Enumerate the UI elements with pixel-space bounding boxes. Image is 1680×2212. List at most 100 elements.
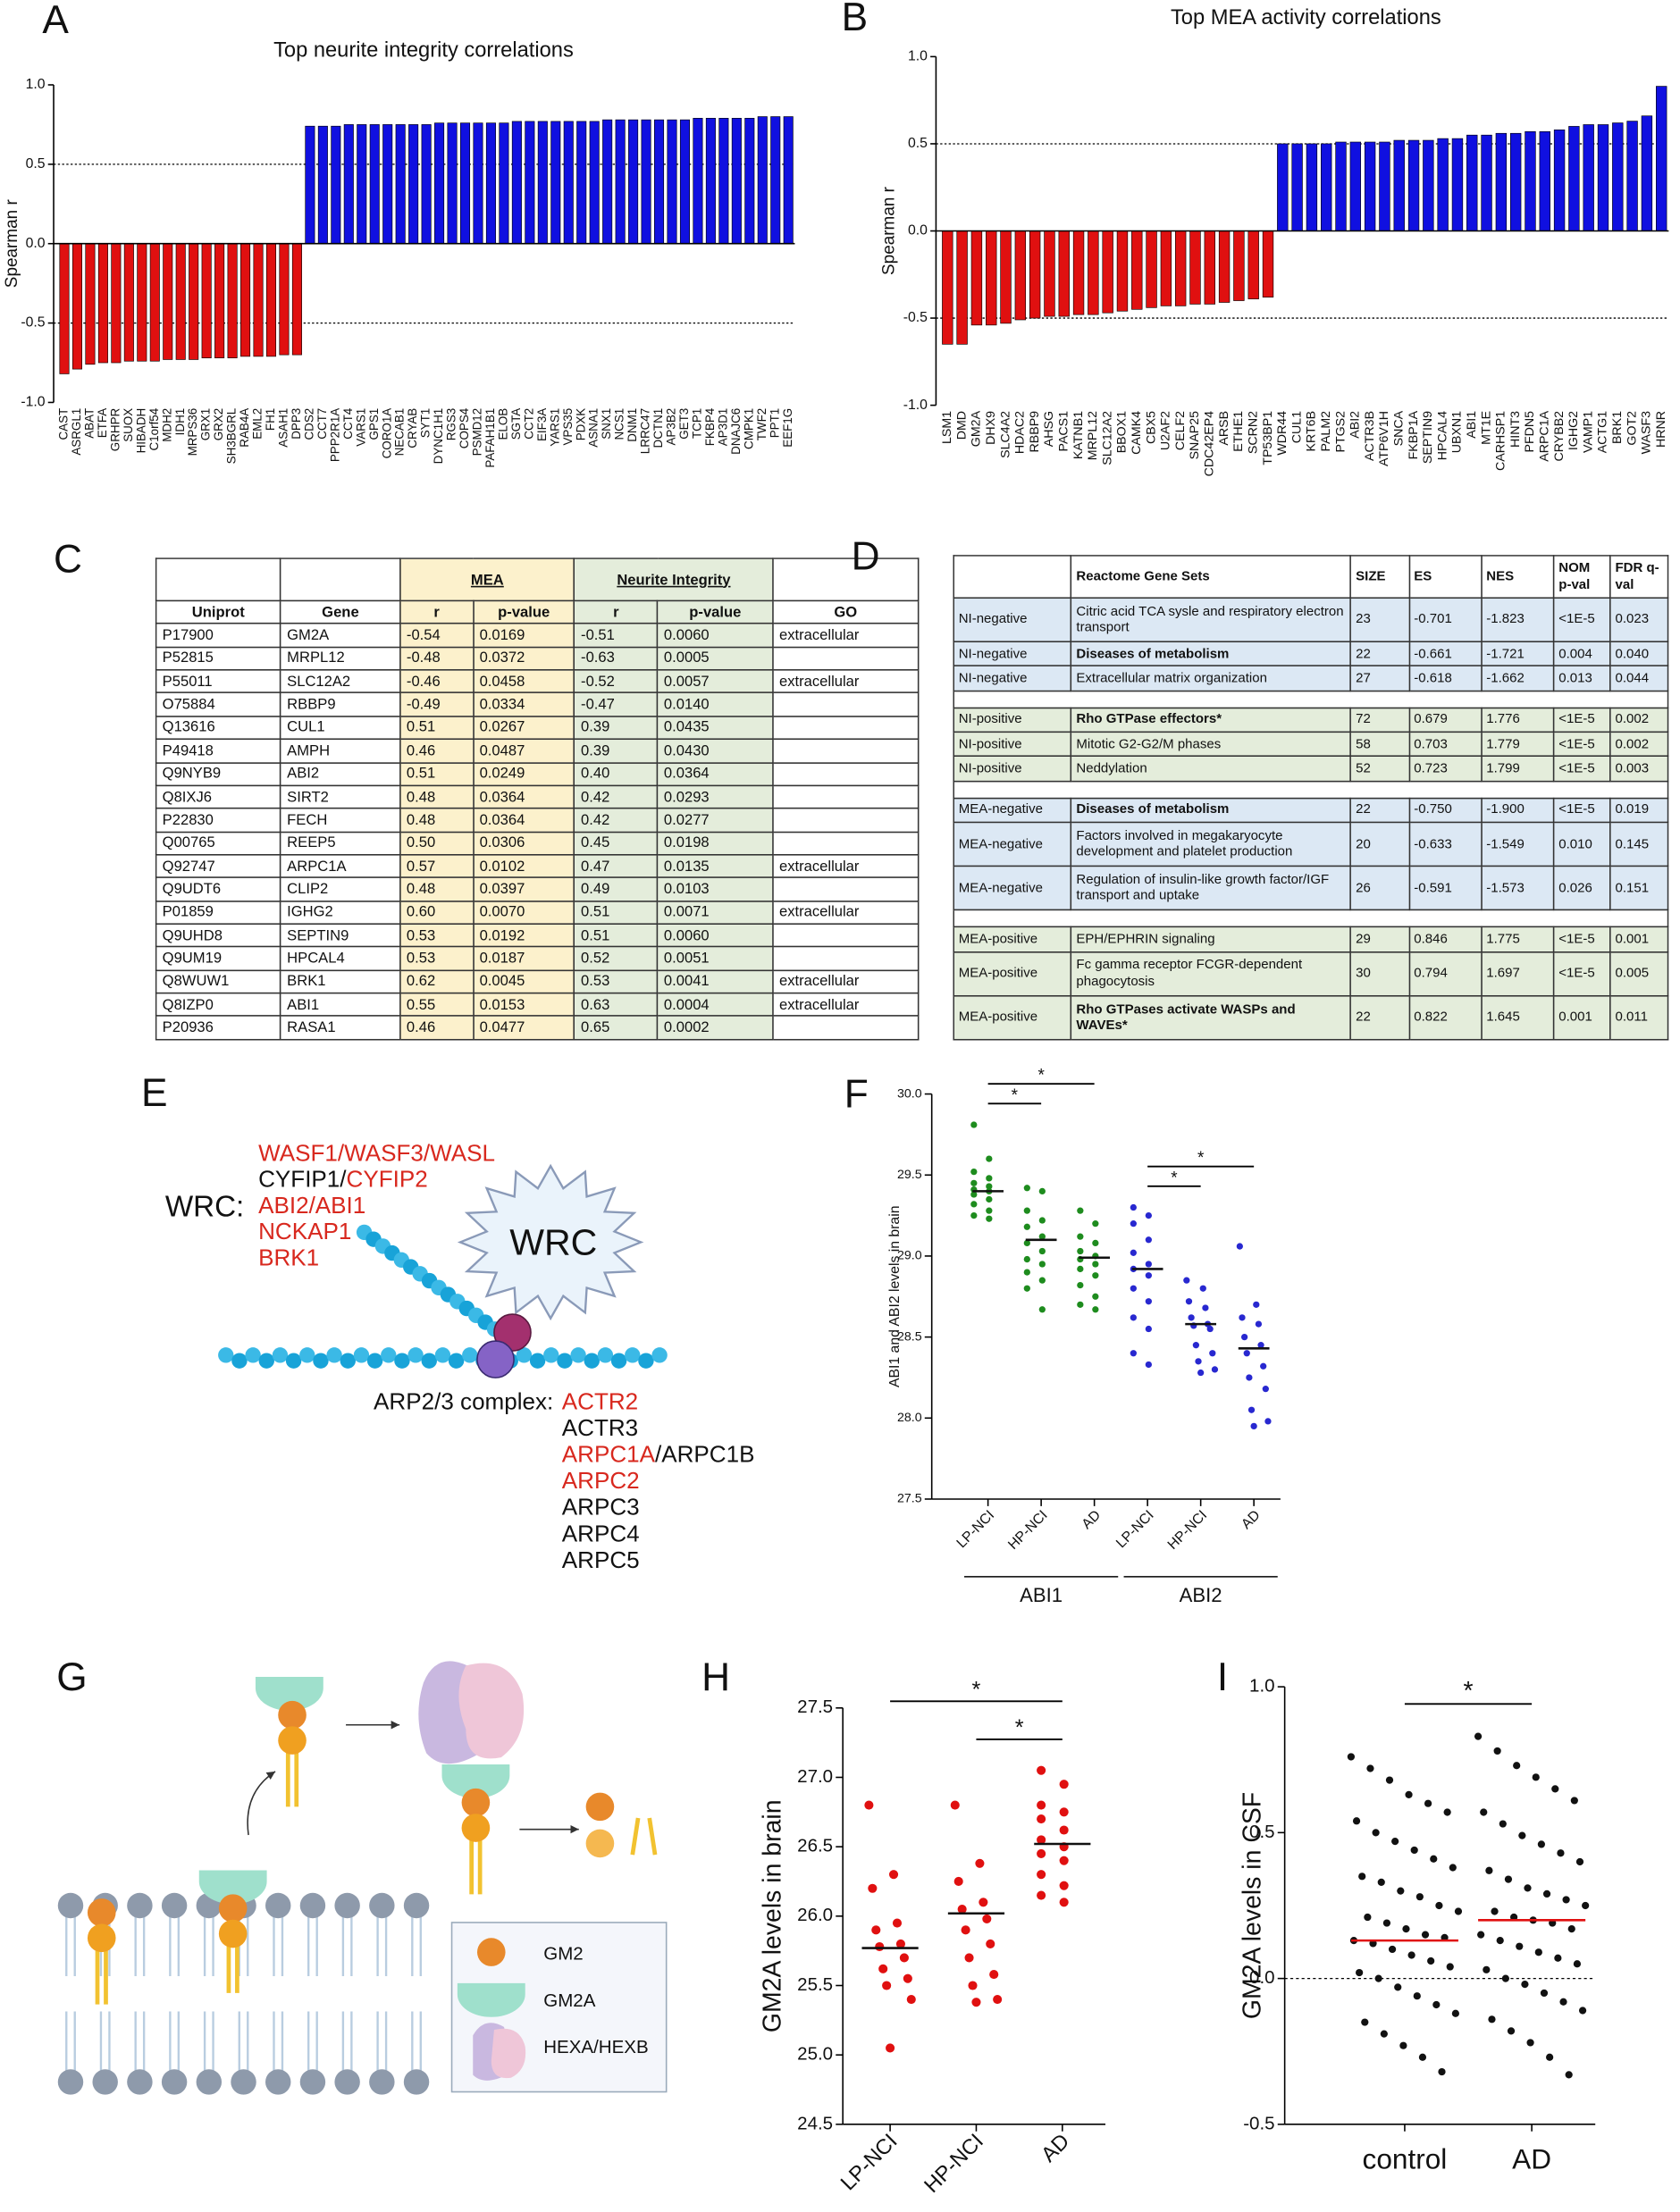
bar — [731, 117, 742, 245]
lipid-head — [403, 2069, 430, 2095]
table-cell: SLC12A2 — [280, 669, 401, 694]
x-tick-label: LRRC47 — [639, 408, 652, 454]
data-point — [1559, 1998, 1567, 2006]
x-tick-label: SEPTIN9 — [1421, 411, 1435, 464]
y-tick-label: 0.5 — [1249, 1822, 1275, 1842]
data-point — [1038, 1261, 1046, 1268]
table-cell: 0.0060 — [657, 623, 774, 648]
spacer-row — [953, 909, 1669, 928]
table-row: Q9NYB9 ABI2 0.51 0.0249 0.40 0.0364 — [155, 761, 920, 786]
table-cell: GM2A — [280, 623, 401, 648]
actin-subunit — [651, 1347, 668, 1363]
y-tick-label: 28.5 — [897, 1329, 922, 1344]
x-tick-label: ASAH1 — [277, 408, 290, 448]
table-cell: 0.62 — [399, 969, 475, 994]
data-point — [1366, 1764, 1374, 1772]
data-point — [1451, 2009, 1459, 2017]
x-tick-label: EML2 — [251, 408, 265, 440]
table-cell: 0.0071 — [657, 900, 774, 926]
actin-subunit — [231, 1353, 248, 1369]
table-cell: -1.721 — [1480, 641, 1555, 667]
bar — [1160, 230, 1172, 306]
x-tick-label: KRT6B — [1305, 411, 1319, 452]
table-row: Q9UHD8 SEPTIN9 0.53 0.0192 0.51 0.0060 — [155, 923, 920, 948]
actin-subunit — [272, 1347, 289, 1363]
x-tick-label: PPT1 — [768, 408, 781, 439]
data-point — [1415, 1893, 1424, 1901]
data-point — [1202, 1304, 1209, 1311]
table-cell: 0.53 — [399, 923, 475, 948]
data-point — [1413, 1992, 1421, 2000]
data-point — [1092, 1293, 1099, 1300]
data-point — [1551, 1785, 1559, 1793]
data-point — [1145, 1298, 1152, 1305]
table-row: MEA-positive Fc gamma receptor FCGR-depen… — [953, 951, 1669, 997]
gm2a-protein — [457, 1982, 525, 2017]
gm2-product — [585, 1792, 615, 1822]
table-cell: Mitotic G2-G2/M phases — [1071, 731, 1352, 758]
column-header: NES — [1480, 555, 1555, 599]
table-cell: -0.701 — [1407, 597, 1483, 643]
bar — [602, 119, 613, 245]
table-cell: 0.50 — [399, 831, 475, 856]
gm2-head — [87, 1898, 116, 1927]
lipid-head — [161, 1892, 188, 1919]
x-tick-label: SYT1 — [419, 408, 433, 439]
lipid-head — [265, 2069, 291, 2095]
bar — [718, 117, 729, 245]
table-cell: MEA-negative — [953, 797, 1072, 824]
bar — [1218, 230, 1231, 303]
data-point — [1582, 1901, 1590, 1910]
arp-label: ARP2/3 complex: — [374, 1387, 553, 1414]
table-row: NI-positive Rho GTPase effectors* 72 0.679 1… — [953, 707, 1669, 733]
x-tick-label: control — [1363, 2142, 1448, 2174]
actin-subunit — [366, 1353, 383, 1369]
lipid-head — [231, 2069, 256, 2095]
data-point — [1246, 1374, 1253, 1381]
member-name: ABI2/ABI1 — [258, 1192, 365, 1219]
table-row: NI-positive Mitotic G2-G2/M phases 58 0.703… — [953, 731, 1669, 758]
table-cell — [772, 784, 920, 809]
bar — [1393, 139, 1405, 231]
bar — [1102, 230, 1113, 314]
x-tick-label: PPP2R1A — [328, 408, 341, 462]
lipid-head — [265, 1892, 291, 1919]
lipid-head — [57, 2069, 84, 2095]
table-cell — [772, 1015, 920, 1041]
table-cell: extracellular — [772, 623, 920, 648]
member-name: NCKAP1 — [258, 1218, 351, 1244]
y-tick-label: 1.0 — [26, 77, 46, 92]
bar — [1539, 130, 1550, 231]
legend-swatch — [491, 2028, 526, 2079]
table-cell: 0.55 — [399, 992, 475, 1018]
table-cell: P55011 — [155, 669, 281, 694]
table-cell: 0.001 — [1609, 926, 1669, 953]
table-cell: NI-negative — [953, 641, 1072, 667]
x-tick-label: CELF2 — [1173, 411, 1188, 450]
table-cell: 0.46 — [399, 738, 475, 764]
y-tick-label: 26.0 — [797, 1905, 833, 1925]
table-row: MEA-positive Rho GTPases activate WASPs a… — [953, 994, 1669, 1041]
data-point — [1567, 1924, 1575, 1933]
data-point — [1059, 1881, 1069, 1890]
bar — [240, 243, 251, 357]
data-point — [1397, 1887, 1405, 1895]
data-point — [1037, 1848, 1046, 1858]
y-tick-label: 27.5 — [897, 1492, 922, 1506]
lipid-tail — [341, 1912, 353, 2075]
bar — [1495, 132, 1508, 231]
y-tick-label: -0.5 — [903, 310, 928, 325]
lipid-head — [127, 1892, 153, 1919]
y-tick-label: 27.5 — [797, 1697, 833, 1717]
bar — [956, 230, 968, 345]
table-cell: 52 — [1349, 756, 1410, 783]
bar — [783, 116, 794, 245]
data-point — [1485, 1866, 1493, 1874]
table-cell: -0.618 — [1407, 665, 1483, 691]
data-point — [1037, 1890, 1046, 1900]
table-cell: 0.0430 — [657, 738, 774, 764]
data-point — [1513, 1762, 1521, 1770]
data-point — [1430, 1855, 1438, 1863]
bar — [1029, 230, 1041, 319]
